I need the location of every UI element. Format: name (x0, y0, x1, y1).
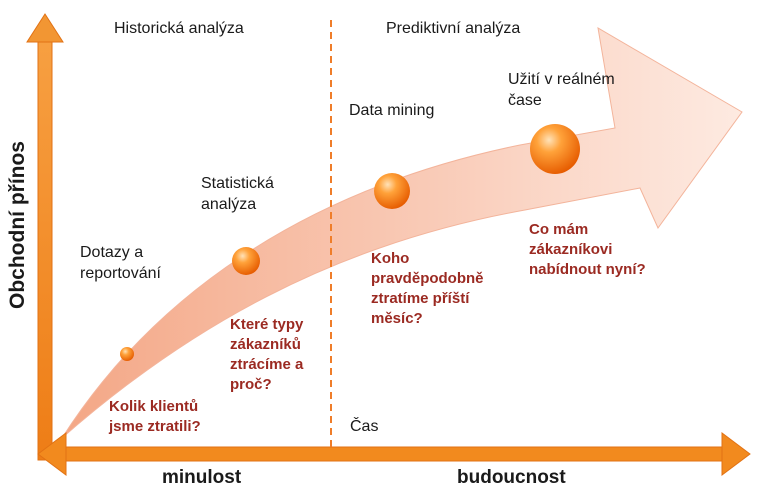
y-axis-title: Obchodní přínos (6, 141, 29, 309)
future-label: budoucnost (457, 467, 566, 488)
stage-marker-4 (530, 124, 580, 174)
stage-marker-3 (374, 173, 410, 209)
y-axis-arrow (26, 13, 64, 461)
stage-question-queries: Kolik klientů jsme ztratili? (109, 398, 201, 435)
x-axis-arrow (37, 432, 751, 476)
stage-question-statistical: Které typy zákazníků ztrácíme a proč? (230, 316, 304, 393)
stage-label-queries: Dotazy a reportování (80, 244, 161, 282)
stage-question-realtime: Co mám zákazníkovi nabídnout nyní? (529, 221, 646, 278)
stage-label-data-mining: Data mining (349, 102, 435, 119)
past-label: minulost (162, 467, 242, 488)
stage-label-statistical: Statistická analýza (201, 175, 274, 213)
stage-label-realtime: Užití v reálném čase (508, 71, 615, 109)
stage-marker-2 (232, 247, 260, 275)
growth-arrow (61, 27, 743, 439)
stage-question-data-mining: Koho pravděpodobně ztratíme příští měsíc… (371, 250, 484, 327)
stage-marker-1 (120, 347, 134, 361)
x-axis-time-label: Čas (350, 418, 379, 435)
header-historical-analysis: Historická analýza (114, 20, 244, 37)
header-predictive-analysis: Prediktivní analýza (386, 20, 521, 37)
